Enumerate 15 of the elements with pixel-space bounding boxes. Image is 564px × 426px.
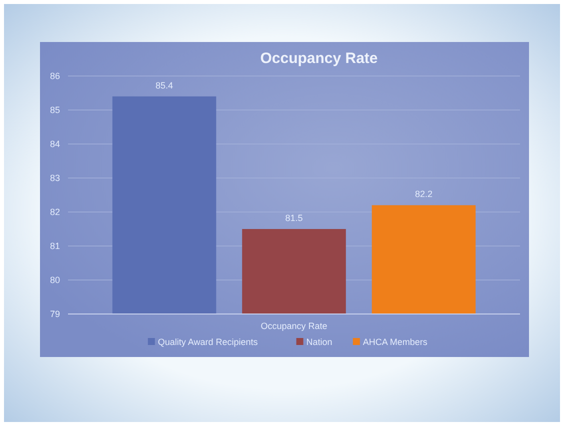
y-tick-label: 79 [50, 309, 60, 319]
chart-title: Occupancy Rate [260, 50, 378, 67]
y-tick-label: 82 [50, 207, 60, 217]
legend-label: Nation [306, 337, 332, 347]
data-label: 82.2 [414, 189, 432, 200]
y-tick-label: 84 [50, 139, 60, 149]
y-tick-label: 81 [50, 241, 60, 251]
y-tick-label: 83 [50, 173, 60, 183]
data-label: 81.5 [285, 213, 303, 223]
legend-label: Quality Award Recipients [158, 337, 258, 347]
legend-label: AHCA Members [362, 337, 428, 347]
y-tick-label: 85 [50, 105, 60, 115]
y-tick-label: 86 [50, 71, 60, 81]
y-tick-label: 80 [50, 275, 60, 285]
data-label: 85.4 [156, 80, 174, 90]
